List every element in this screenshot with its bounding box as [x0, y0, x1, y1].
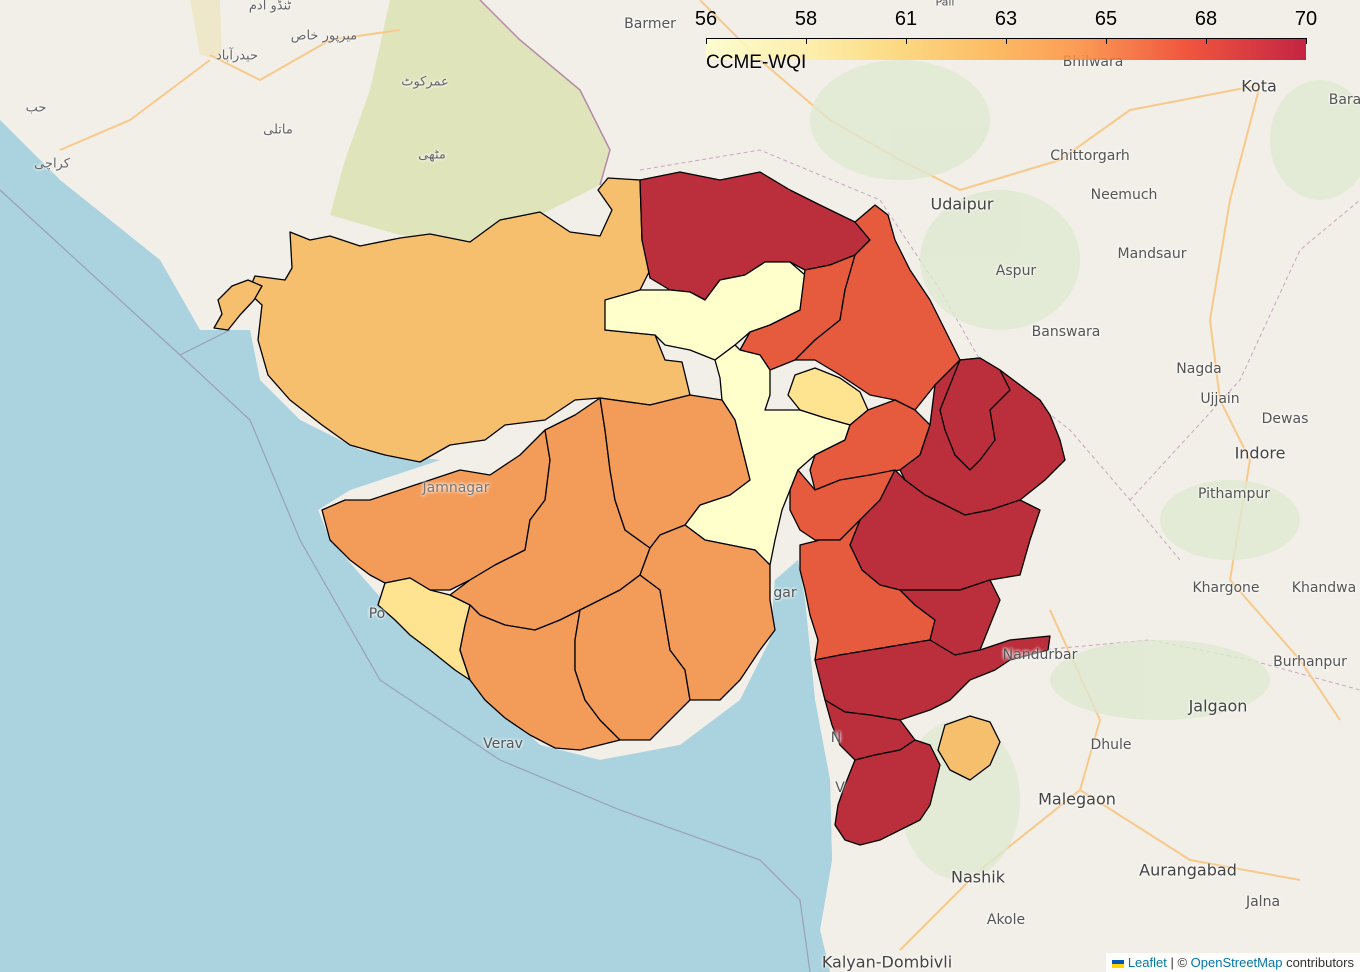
place-nashik: Nashik — [951, 867, 1005, 887]
legend-tick-mark — [906, 38, 907, 44]
place-udaipur: Udaipur — [930, 194, 994, 214]
color-legend: 56 58 61 63 65 68 70 CCME-WQI — [695, 8, 1317, 78]
district-surendranagar[interactable] — [599, 394, 751, 549]
state-border-2 — [1129, 199, 1360, 501]
maritime-boundary-2 — [179, 329, 231, 356]
leaflet-link[interactable]: Leaflet — [1127, 955, 1167, 970]
road — [1208, 84, 1261, 461]
legend-tick-mark — [706, 38, 707, 44]
place-aspur: Aspur — [995, 263, 1037, 279]
place-khargone: Khargone — [1192, 580, 1260, 596]
place-hub: حب — [25, 100, 47, 116]
place-kalyan-dombivli: Kalyan-Dombivli — [821, 952, 953, 972]
place-jamnagar: Jamnagar — [422, 480, 490, 496]
choropleth-layer[interactable] — [213, 171, 1066, 846]
legend-tick-label: 63 — [994, 8, 1018, 30]
place-tando-adam: ٹنڈو آدم — [248, 0, 292, 14]
place-nagda: Nagda — [1176, 361, 1222, 377]
place-akole: Akole — [986, 912, 1026, 928]
road — [209, 29, 401, 82]
place-dhule: Dhule — [1090, 737, 1132, 753]
legend-tick-label: 65 — [1094, 8, 1118, 30]
state-border — [639, 149, 1181, 561]
attribution-separator: | © — [1166, 955, 1191, 970]
district-bhavnagar[interactable] — [639, 524, 776, 701]
thar-desert-region — [330, 0, 610, 245]
place-malegaon: Malegaon — [1038, 789, 1116, 809]
legend-tick-mark — [1006, 38, 1007, 44]
ukraine-flag-icon — [1111, 959, 1124, 968]
international-border — [479, 0, 611, 186]
district-kutch[interactable] — [247, 177, 691, 463]
place-banswara: Banswara — [1031, 324, 1101, 340]
district-valsad[interactable] — [834, 739, 941, 846]
place-veraval: Verav — [483, 736, 523, 752]
legend-color-bar — [706, 38, 1306, 60]
attribution-suffix: contributors — [1282, 955, 1354, 970]
road — [59, 59, 211, 151]
district-dang[interactable] — [937, 715, 1001, 781]
place-khandwa: Khandwa — [1291, 580, 1357, 596]
road — [1079, 789, 1301, 881]
place-pali: Pali — [935, 0, 955, 9]
place-karachi: کراچی — [34, 156, 70, 172]
place-umerkot: عمرکوٹ — [401, 74, 449, 90]
legend-tick-label: 61 — [894, 8, 918, 30]
place-chittorgarh: Chittorgarh — [1050, 148, 1130, 164]
place-ujjain: Ujjain — [1200, 391, 1240, 407]
place-porbandar: Po — [368, 606, 386, 622]
place-bhavnagar: gar — [773, 585, 797, 601]
district-dahod[interactable] — [939, 357, 1011, 471]
place-neemuch: Neemuch — [1090, 187, 1158, 203]
map-attribution: Leaflet | © OpenStreetMap contributors — [1105, 953, 1360, 972]
place-indore: Indore — [1234, 443, 1286, 463]
district-sabarkantha[interactable] — [794, 204, 961, 411]
place-mandsaur: Mandsaur — [1117, 246, 1187, 262]
desert-patch — [190, 0, 222, 60]
place-burhanpur: Burhanpur — [1273, 654, 1347, 670]
legend-tick-mark — [1106, 38, 1107, 44]
place-valsad: V — [835, 780, 845, 796]
place-kota: Kota — [1241, 76, 1277, 96]
place-barmer: Barmer — [624, 16, 676, 32]
place-pithampur: Pithampur — [1197, 486, 1271, 502]
place-mirpur-khas: میرپور خاص — [290, 28, 358, 44]
district-kutch-islands[interactable] — [213, 279, 263, 331]
legend-tick-label: 58 — [794, 8, 818, 30]
place-dewas: Dewas — [1261, 411, 1309, 427]
place-nandurbar: Nandurbar — [1002, 647, 1078, 663]
place-aurangabad: Aurangabad — [1139, 860, 1237, 880]
maritime-boundary — [0, 189, 811, 972]
legend-tick-label: 68 — [1194, 8, 1218, 30]
legend-tick-label: 70 — [1294, 8, 1318, 30]
legend-title: CCME-WQI — [706, 52, 807, 73]
place-matli: ماتلی — [263, 122, 293, 138]
place-jalgaon: Jalgaon — [1188, 696, 1248, 716]
place-hyderabad: حیدرآباد — [215, 48, 259, 64]
legend-tick-mark — [1206, 38, 1207, 44]
openstreetmap-link[interactable]: OpenStreetMap — [1190, 955, 1283, 970]
arabian-sea — [0, 120, 832, 972]
legend-tick-label: 56 — [694, 8, 718, 30]
place-jalna: Jalna — [1245, 894, 1281, 910]
place-bara: Bara — [1328, 92, 1360, 108]
place-navsari: N — [830, 730, 842, 746]
legend-tick-mark — [806, 38, 807, 44]
legend-tick-mark — [1306, 38, 1307, 44]
place-mithi: مٹھی — [418, 147, 446, 163]
